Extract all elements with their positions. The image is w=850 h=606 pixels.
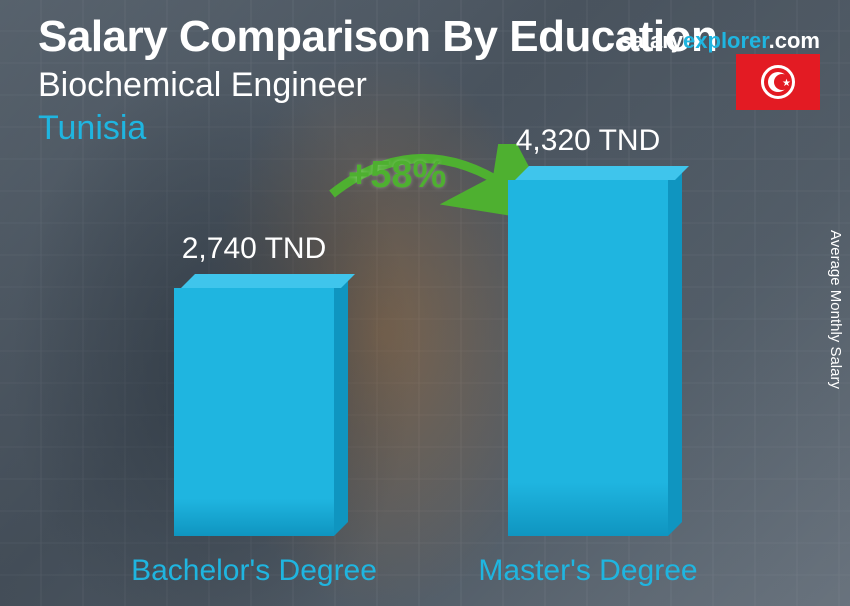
bar-top	[181, 274, 355, 288]
bar-top	[515, 166, 689, 180]
brand-part3: .com	[769, 28, 820, 53]
bar-front	[508, 180, 668, 536]
flag-star-icon: ★	[782, 78, 791, 89]
bar-side	[668, 166, 682, 536]
chart-subtitle: Biochemical Engineer	[38, 66, 830, 105]
bar-front	[174, 288, 334, 536]
bar-value-label: 4,320 TND	[468, 124, 708, 158]
brand-logo: salaryexplorer.com	[619, 28, 820, 54]
increase-percent: +58%	[348, 154, 446, 197]
bar-side	[334, 274, 348, 536]
bar-category-label: Bachelor's Degree	[114, 554, 394, 588]
brand-part1: salary	[619, 28, 683, 53]
brand-part2: explorer	[683, 28, 769, 53]
flag-circle: ★	[761, 65, 795, 99]
bar-category-label: Master's Degree	[448, 554, 728, 588]
bar-1: 4,320 TNDMaster's Degree	[508, 180, 682, 536]
country-flag-icon: ★	[736, 54, 820, 110]
bar-0: 2,740 TNDBachelor's Degree	[174, 288, 348, 536]
bar-value-label: 2,740 TND	[134, 232, 374, 266]
chart-area: +58% 2,740 TNDBachelor's Degree4,320 TND…	[0, 140, 850, 596]
